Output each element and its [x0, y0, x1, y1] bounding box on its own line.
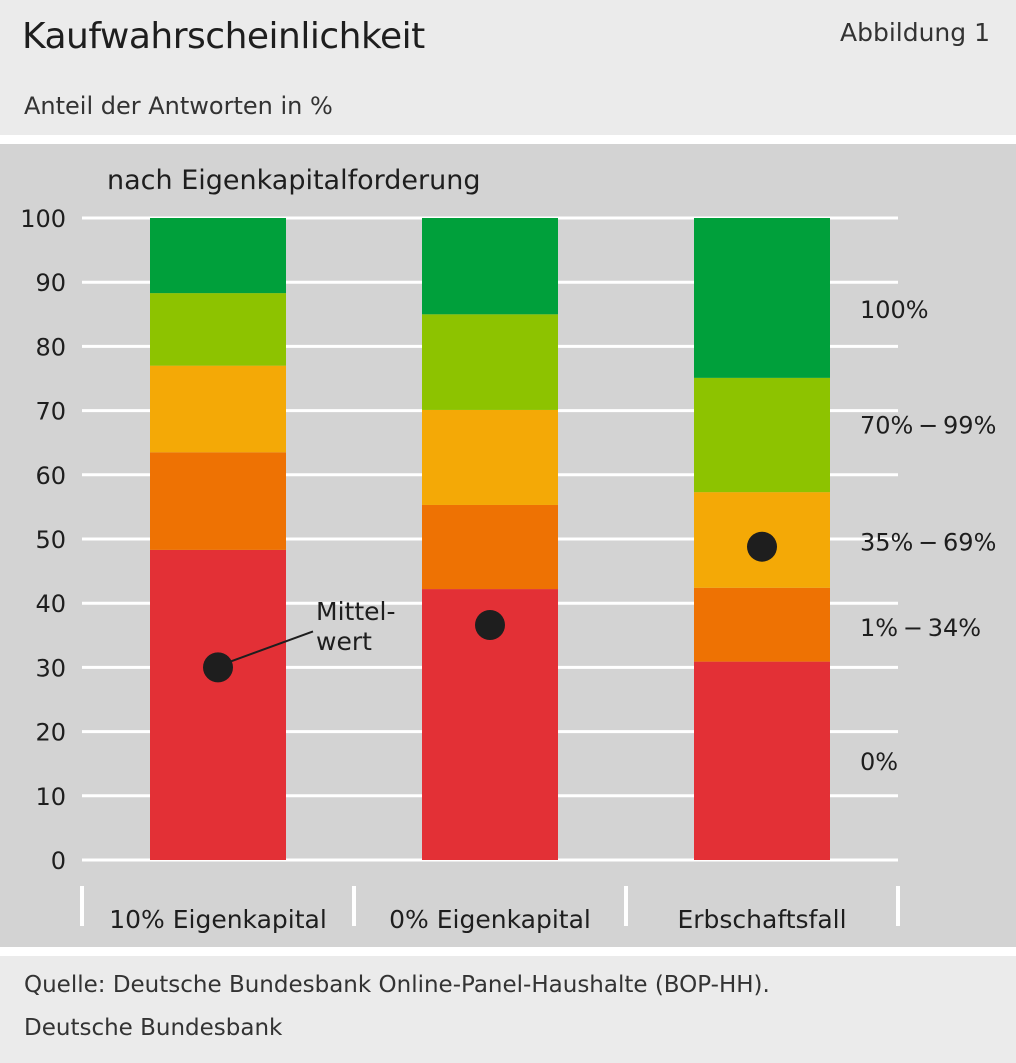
legend-label: 1% − 34%	[860, 614, 981, 642]
bar-segment	[150, 452, 286, 550]
figure-footer	[0, 956, 1016, 1063]
y-tick-label: 60	[35, 462, 66, 490]
legend-label: 35% − 69%	[860, 529, 996, 557]
y-tick-label: 20	[35, 719, 66, 747]
bar-segment	[150, 293, 286, 366]
chart-title: nach Eigenkapitalforderung	[107, 165, 480, 196]
figure-title: Kaufwahrscheinlichkeit	[22, 16, 425, 57]
mean-annotation-line	[227, 630, 314, 664]
bar-segment	[150, 549, 286, 860]
legend-label: 0%	[860, 748, 898, 776]
mean-annotation-label: Mittel-wert	[316, 597, 395, 656]
divider	[0, 947, 1016, 956]
y-tick-label: 100	[20, 205, 66, 233]
legend-label: 100%	[860, 296, 929, 324]
bar-segment	[150, 365, 286, 453]
divider	[0, 135, 1016, 144]
x-category-label: 0% Eigenkapital	[389, 905, 591, 934]
y-tick-label: 40	[35, 590, 66, 618]
legend-label: 70% − 99%	[860, 412, 996, 440]
x-category-label: Erbschaftsfall	[677, 905, 846, 934]
bar-segment	[150, 218, 286, 294]
figure-header	[0, 0, 1016, 135]
mean-marker	[475, 610, 505, 641]
bar-segment	[422, 504, 558, 590]
source-note: Quelle: Deutsche Bundesbank Online-Panel…	[24, 972, 770, 998]
y-tick-label: 70	[35, 398, 66, 426]
y-tick-label: 30	[35, 654, 66, 682]
bar-segment	[422, 218, 558, 315]
y-tick-label: 0	[51, 847, 66, 875]
y-tick-label: 50	[35, 526, 66, 554]
mean-marker	[203, 652, 233, 683]
bar-segment	[694, 377, 830, 493]
bar-segment	[422, 409, 558, 505]
bar-segment	[694, 661, 830, 860]
stacked-bar-chart: nach Eigenkapitalforderung 0 10 20 30 40 50 60…	[20, 165, 996, 934]
bar-segment	[694, 218, 830, 378]
mean-marker	[747, 531, 777, 562]
bar-segment	[422, 314, 558, 410]
y-tick-label: 90	[35, 269, 66, 297]
figure-number: Abbildung 1	[839, 18, 990, 47]
y-tick-label: 80	[35, 333, 66, 361]
y-tick-label: 10	[35, 783, 66, 811]
x-category-label: 10% Eigenkapital	[109, 905, 327, 934]
bar-segment	[694, 587, 830, 662]
figure-subtitle: Anteil der Antworten in %	[24, 92, 333, 120]
publisher-note: Deutsche Bundesbank	[24, 1015, 283, 1041]
